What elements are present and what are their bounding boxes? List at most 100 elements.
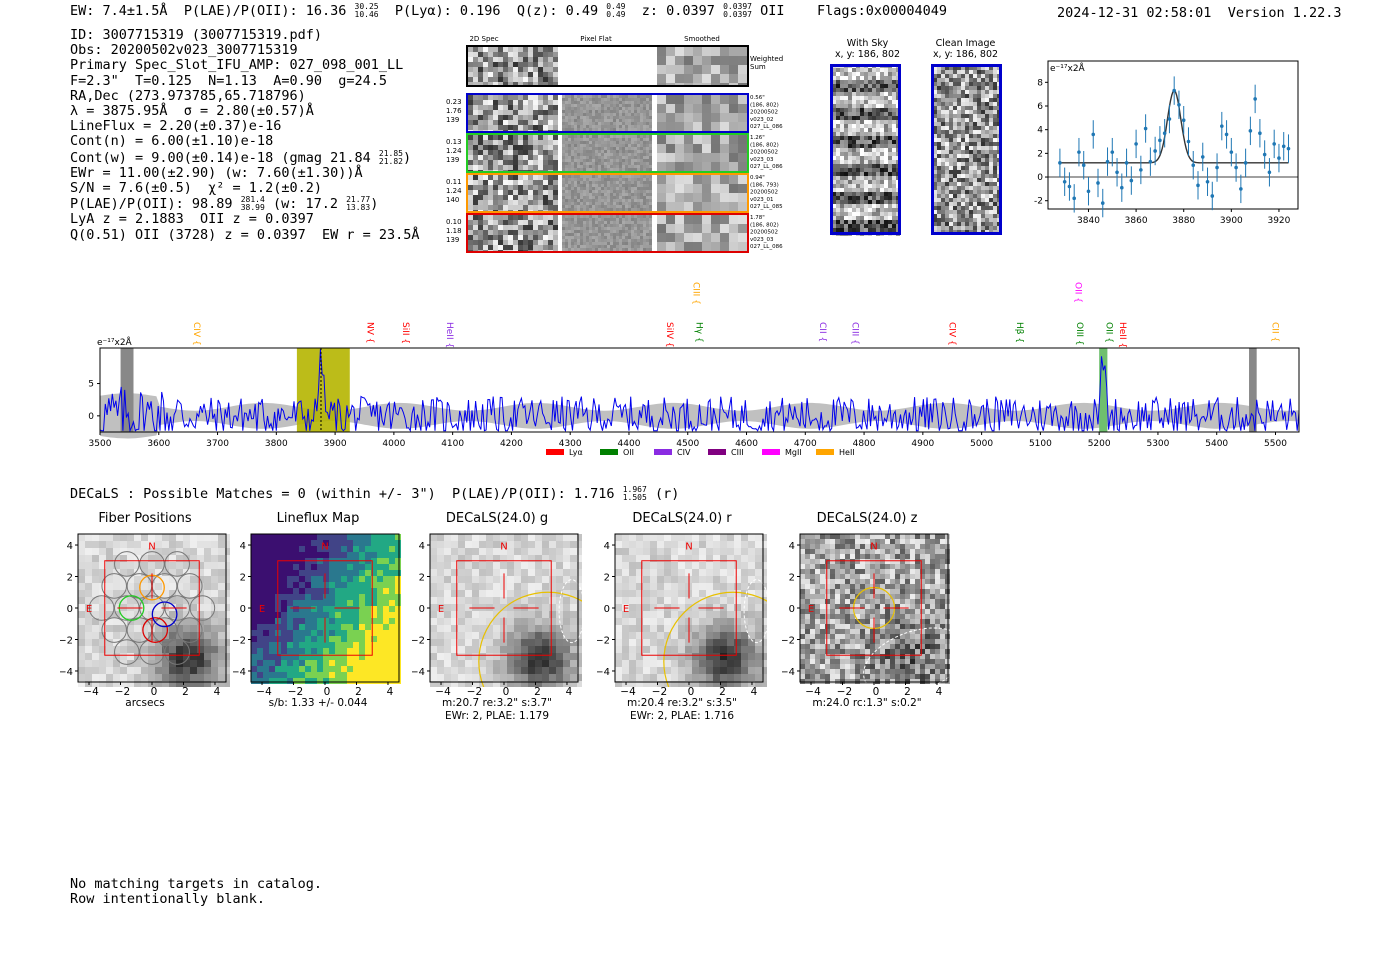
lineflux-pixel [263,534,269,540]
clean-pixel [965,170,969,174]
cutout-pixel [528,215,533,220]
sky-pixel [852,192,856,196]
lineflux-pixel [395,570,401,576]
cutout-pixel [598,236,601,239]
cutout-pixel [543,240,548,245]
cutout-pixel [586,141,589,144]
cutout-pixel [649,110,652,113]
cutout-pixel [720,113,729,122]
cutout-pixel [634,113,637,116]
clean-pixel [953,134,957,138]
sky-pixel [876,156,880,160]
clean-pixel [969,174,973,178]
cutout-pixel [488,67,493,72]
sky-pixel [852,68,856,72]
cutout-pixel [508,135,513,140]
cutout-pixel [577,125,580,128]
cutout-pixel [619,239,622,242]
cutout-pixel [595,205,598,208]
cutout-pixel [619,178,622,181]
sky-pixel [832,192,836,196]
sky-pixel [852,144,856,148]
lineflux-pixel [395,576,401,582]
lineflux-pixel [341,600,347,606]
sky-pixel [860,184,864,188]
lineflux-pixel [335,588,341,594]
spectrum-xtick-label: 5000 [970,439,993,449]
cutout-pixel [610,236,613,239]
cutout-pixel [693,56,702,65]
cutout-pixel [577,101,580,104]
cutout-pixel [562,218,565,221]
cutout-pixel [607,110,610,113]
cutout-pixel [577,107,580,110]
cutout-pixel [533,180,538,185]
lineflux-pixel [323,564,329,570]
panel-pixel [78,639,85,646]
cutout-pixel [533,62,538,67]
sky-pixel [848,112,852,116]
cutout-pixel [607,144,610,147]
cutout-pixel [613,113,616,116]
cutout-pixel [503,205,508,210]
sky-pixel [852,200,856,204]
cutout-pixel [595,230,598,233]
cutout-pixel [738,83,747,85]
cutout-pixel [562,122,565,125]
cutout-pixel [634,162,637,165]
cutout-pixel [649,184,652,187]
cutout-pixel [738,224,747,233]
cutout-pixel [562,135,565,138]
cutout-pixel [478,110,483,115]
clean-pixel [985,126,989,130]
cutout-pixel [616,165,619,168]
panel-pixel [78,597,85,604]
cutout-pixel [619,215,622,218]
cutout-pixel [657,202,666,211]
panel-pixel [99,590,106,597]
cutout-pixel [622,104,625,107]
cutout-pixel [649,150,652,153]
spectrum-legend-swatch [708,449,726,455]
sky-pixel [844,152,848,156]
panel-pixel [134,660,141,667]
panel-pixel [120,541,127,548]
lineflux-pixel [269,564,275,570]
cutout-pixel [649,165,652,168]
sky-pixel [880,108,884,112]
cutout-pixel [604,156,607,159]
sky-pixel [880,80,884,84]
cutout-pixel [528,195,533,200]
sky-pixel [872,152,876,156]
clean-pixel [937,114,941,118]
panel-pixel [113,646,120,653]
clean-pixel [973,134,977,138]
cutout-pixel [598,242,601,245]
sky-pixel [884,108,888,112]
cutout-pixel [640,141,643,144]
cutout-pixel [646,178,649,181]
sky-pixel [852,132,856,136]
sky-pixel [860,160,864,164]
sky-pixel [848,96,852,100]
panel-pixel [169,534,176,541]
clean-pixel [949,134,953,138]
sky-pixel [860,216,864,220]
cutout-pixel [646,101,649,104]
sky-pixel [892,228,896,232]
cutout-pixel [643,230,646,233]
cutout-pixel [488,190,493,195]
cutout-pixel [548,185,553,190]
panel-pixel [218,639,225,646]
sky-pixel [876,188,880,192]
cutout-pixel [613,181,616,184]
clean-pixel [965,134,969,138]
cutout-pixel [625,101,628,104]
fit-data-point [1081,163,1086,167]
panel-pixel [78,555,85,562]
sky-pixel [892,156,896,160]
cutout-pixel [468,185,473,190]
sky-pixel [848,80,852,84]
cutout-left-label: 1.18 [446,227,462,235]
lineflux-pixel [329,594,335,600]
